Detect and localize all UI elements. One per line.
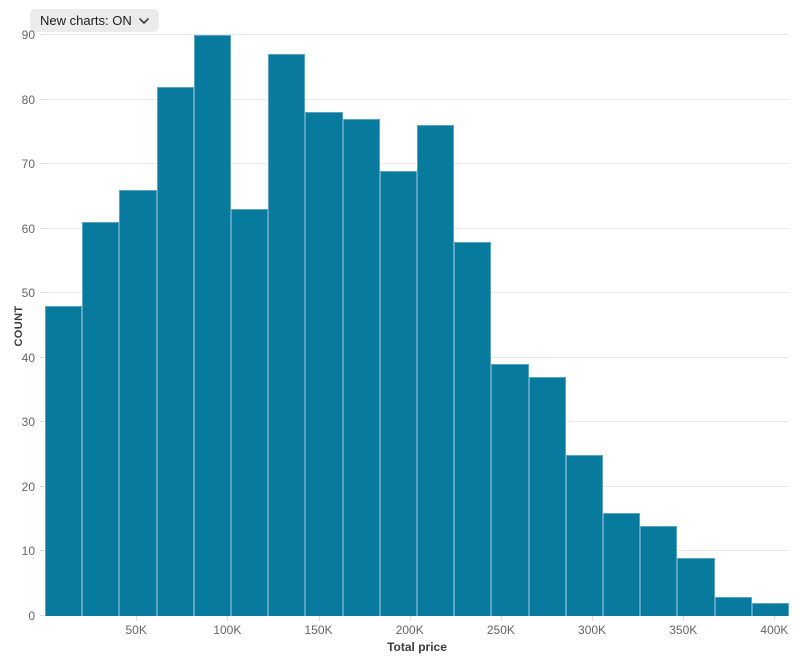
y-tick-label: 50 xyxy=(21,286,35,301)
y-tick-mark xyxy=(40,34,45,35)
y-tick-label: 90 xyxy=(21,28,35,42)
bars-container xyxy=(45,35,790,616)
y-tick-mark xyxy=(40,485,45,487)
y-tick-label: 30 xyxy=(21,415,35,430)
histogram-bar-11[interactable] xyxy=(454,241,492,616)
y-tick-mark xyxy=(40,227,45,229)
x-tick-label: 300K xyxy=(578,623,607,637)
histogram-bar-6[interactable] xyxy=(268,54,306,616)
y-tick-mark xyxy=(40,163,45,165)
histogram-bar-14[interactable] xyxy=(565,454,604,616)
histogram-bar-15[interactable] xyxy=(603,512,641,616)
histogram-bar-17[interactable] xyxy=(677,557,715,616)
gridline-y-90 xyxy=(45,34,789,35)
histogram-bar-8[interactable] xyxy=(342,118,380,616)
x-tick-mark xyxy=(774,616,776,621)
x-tick-label: 250K xyxy=(486,623,515,637)
histogram-bar-4[interactable] xyxy=(193,35,232,616)
histogram-bar-2[interactable] xyxy=(119,189,157,616)
histogram-bar-13[interactable] xyxy=(528,377,566,616)
y-tick-mark xyxy=(40,421,45,423)
y-tick-label: 60 xyxy=(21,221,35,236)
y-tick-mark xyxy=(40,98,45,100)
y-tick-mark xyxy=(40,615,45,616)
x-tick-label: 50K xyxy=(125,623,147,637)
histogram-bar-5[interactable] xyxy=(231,209,269,616)
x-tick-mark xyxy=(683,616,685,621)
y-tick-label: 80 xyxy=(21,92,35,107)
x-tick-label: 350K xyxy=(669,623,698,637)
x-tick-mark xyxy=(500,616,502,621)
histogram-bar-7[interactable] xyxy=(305,112,343,616)
x-tick-mark xyxy=(136,616,138,621)
x-axis-title: Total price xyxy=(387,640,447,654)
histogram-bar-10[interactable] xyxy=(417,125,455,616)
histogram-bar-1[interactable] xyxy=(82,222,120,616)
histogram-bar-19[interactable] xyxy=(751,603,790,616)
histogram-bar-3[interactable] xyxy=(156,86,194,616)
histogram-bar-9[interactable] xyxy=(379,170,418,616)
y-tick-label: 40 xyxy=(21,350,35,365)
gridline-y-80 xyxy=(45,98,789,100)
new-charts-toggle[interactable]: New charts: ON xyxy=(30,9,159,32)
histogram-bar-18[interactable] xyxy=(714,596,752,616)
y-tick-label: 0 xyxy=(28,609,35,623)
x-tick-label: 150K xyxy=(304,623,333,637)
x-tick-mark xyxy=(592,616,594,621)
y-tick-label: 70 xyxy=(21,157,35,172)
y-tick-mark xyxy=(40,292,45,294)
x-tick-mark xyxy=(318,616,320,621)
x-tick-label: 100K xyxy=(213,623,242,637)
y-tick-mark xyxy=(40,356,45,358)
chevron-down-icon xyxy=(138,17,149,24)
x-axis: 50K 100K 150K 200K 250K 300K 350K 400K xyxy=(45,616,789,640)
y-tick-label: 10 xyxy=(21,544,35,559)
gridline-y-70 xyxy=(45,163,789,165)
plot-area xyxy=(45,34,790,616)
y-tick-label: 20 xyxy=(21,479,35,494)
x-tick-mark xyxy=(227,616,229,621)
y-tick-mark xyxy=(40,550,45,552)
histogram-bar-12[interactable] xyxy=(491,364,529,616)
x-tick-label: 400K xyxy=(760,623,789,637)
new-charts-toggle-label: New charts: ON xyxy=(40,13,132,28)
histogram-bar-16[interactable] xyxy=(640,525,678,616)
x-tick-mark xyxy=(409,616,411,621)
histogram-bar-0[interactable] xyxy=(45,306,83,616)
y-axis: 0 10 20 30 40 50 60 70 80 90 xyxy=(0,29,45,622)
x-tick-label: 200K xyxy=(395,623,424,637)
